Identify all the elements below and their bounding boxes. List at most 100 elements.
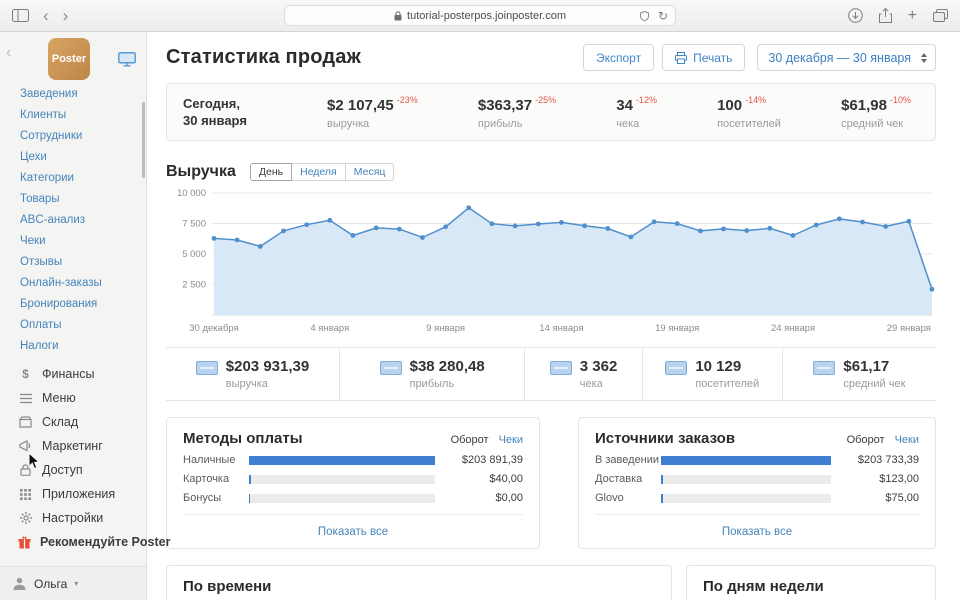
back-icon[interactable]: ‹ — [43, 6, 49, 25]
toggle-turnover[interactable]: Оборот — [450, 434, 489, 446]
sidebar-section-label: Финансы — [42, 367, 95, 381]
refresh-icon[interactable]: ↻ — [657, 8, 668, 23]
by-weekday-title: По дням недели — [703, 578, 824, 595]
today-stat-profit: $363,37 -25% прибыль — [477, 94, 557, 130]
show-all-payments-link[interactable]: Показать все — [317, 526, 389, 538]
sidebar-item-workshops[interactable]: Цехи — [20, 151, 47, 163]
sidebar-section-label: Склад — [42, 415, 79, 429]
bar-track — [661, 455, 831, 465]
payment-row-cash: Наличные $203 891,39 — [183, 454, 523, 466]
total-receipts: 3 362 чека — [524, 348, 641, 400]
menu-icon — [18, 393, 33, 404]
date-range-value: 30 декабря — 30 января — [768, 50, 911, 65]
box-icon — [18, 416, 33, 428]
forward-icon[interactable]: › — [62, 6, 69, 25]
delta-badge: -14% — [745, 94, 767, 105]
today-stat-average-check: $61,98 -10% средний чек — [841, 94, 911, 130]
sidebar-item-receipts[interactable]: Чеки — [20, 235, 46, 247]
sidebar-item-reviews[interactable]: Отзывы — [20, 256, 63, 268]
sidebar-section-label: Приложения — [42, 487, 116, 501]
bar-track — [661, 493, 831, 503]
sidebar-item-categories[interactable]: Категории — [20, 172, 74, 184]
sidebar-item-marketing[interactable]: Маркетинг — [0, 434, 146, 458]
collapse-sidebar-icon[interactable]: ‹ — [6, 44, 12, 61]
toggle-receipts[interactable]: Чеки — [498, 434, 523, 446]
address-bar[interactable]: tutorial-posterpos.joinposter.com ↻ — [284, 5, 676, 26]
payment-methods-title: Методы оплаты — [183, 430, 303, 447]
today-summary-card: Сегодня, 30 января $2 107,45 -23% выручка… — [166, 83, 936, 141]
sidebar-item-abc-analysis[interactable]: ABC-анализ — [20, 214, 86, 226]
gift-icon — [18, 535, 31, 549]
sidebar-sections: $ Финансы Меню Склад Маркетинг — [0, 362, 170, 554]
sidebar-item-settings[interactable]: Настройки — [0, 506, 146, 530]
source-row-inhouse: В заведении $203 733,39 — [595, 454, 919, 466]
page-title: Статистика продаж — [166, 46, 362, 68]
terminal-icon[interactable] — [118, 51, 136, 67]
sidebar-scrollbar[interactable] — [142, 102, 145, 178]
average-check-icon — [813, 361, 836, 375]
toggle-receipts[interactable]: Чеки — [894, 434, 919, 446]
gear-icon — [18, 512, 33, 524]
user-name: Ольга — [34, 576, 68, 591]
today-stat-revenue: $2 107,45 -23% выручка — [327, 94, 418, 130]
revenue-chart: 10 000 7 500 5 000 2 500 30 декабря 4 января 9… — [177, 188, 935, 334]
sidebar-item-reservations[interactable]: Бронирования — [20, 298, 98, 310]
sidebar-item-taxes[interactable]: Налоги — [20, 340, 59, 352]
bar-fill — [661, 474, 664, 484]
sidebar-item-clients[interactable]: Клиенты — [20, 109, 67, 121]
extension-icon[interactable] — [640, 10, 649, 21]
toggle-turnover[interactable]: Оборот — [846, 434, 885, 446]
share-icon[interactable] — [878, 8, 892, 23]
sidebar-section-label: Рекомендуйте Poster — [40, 535, 171, 549]
user-menu[interactable]: Ольга ▾ — [0, 566, 146, 600]
tab-week[interactable]: Неделя — [291, 163, 346, 181]
sidebar-item-finance[interactable]: $ Финансы — [0, 362, 146, 386]
bar-fill — [249, 493, 251, 503]
print-button[interactable]: Печать — [662, 44, 746, 71]
poster-logo[interactable]: Poster — [48, 38, 90, 80]
order-sources-card: Источники заказов Оборот Чеки В заведени… — [578, 417, 936, 549]
total-profit: $38 280,48 прибыль — [339, 348, 524, 400]
delta-badge: -12% — [635, 94, 657, 105]
bar-fill — [249, 455, 435, 465]
source-row-glovo: Glovo $75,00 — [595, 492, 919, 504]
receipts-icon — [549, 361, 572, 375]
svg-text:24 января: 24 января — [771, 323, 815, 334]
tabs-overview-icon[interactable] — [933, 9, 948, 22]
sidebar-item-access[interactable]: Доступ — [0, 458, 146, 482]
bar-track — [249, 474, 435, 484]
date-range-select[interactable]: 30 декабря — 30 января — [757, 44, 936, 71]
printer-icon — [675, 51, 688, 64]
sidebar-toggle-icon[interactable] — [12, 9, 29, 22]
payment-row-bonus: Бонусы $0,00 — [183, 492, 523, 504]
new-tab-icon[interactable]: + — [907, 6, 917, 24]
total-revenue: $203 931,39 выручка — [166, 348, 339, 400]
sidebar-item-employees[interactable]: Сотрудники — [20, 130, 83, 142]
payment-methods-card: Методы оплаты Оборот Чеки Наличные $203 … — [166, 417, 540, 549]
sidebar-item-recommend[interactable]: Рекомендуйте Poster — [0, 530, 170, 554]
period-tabs: День Неделя Месяц — [249, 163, 395, 181]
export-label: Экспорт — [596, 50, 642, 65]
lock-icon — [394, 10, 402, 21]
downloads-icon[interactable] — [847, 8, 863, 23]
sidebar-item-applications[interactable]: Приложения — [0, 482, 146, 506]
sidebar-item-venues[interactable]: Заведения — [20, 88, 78, 100]
chevron-down-icon: ▾ — [74, 579, 79, 588]
tab-day[interactable]: День — [249, 163, 293, 181]
sidebar-item-stock[interactable]: Склад — [0, 410, 146, 434]
browser-chrome: ‹ › tutorial-posterpos.joinposter.com ↻ … — [0, 0, 960, 32]
delta-badge: -10% — [889, 94, 911, 105]
svg-text:19 января: 19 января — [655, 323, 699, 334]
lock-icon — [18, 464, 33, 476]
sidebar-nav: Заведения Клиенты Сотрудники Цехи Катего… — [0, 84, 146, 357]
sidebar-item-payments[interactable]: Оплаты — [20, 319, 62, 331]
sidebar-item-menu[interactable]: Меню — [0, 386, 146, 410]
tab-month[interactable]: Месяц — [344, 163, 395, 181]
show-all-sources-link[interactable]: Показать все — [721, 526, 793, 538]
sidebar-section-label: Доступ — [42, 463, 83, 477]
delta-badge: -25% — [535, 94, 557, 105]
export-button[interactable]: Экспорт — [583, 44, 655, 71]
sidebar-item-products[interactable]: Товары — [20, 193, 60, 205]
sidebar-item-online-orders[interactable]: Онлайн-заказы — [20, 277, 102, 289]
by-time-title: По времени — [183, 578, 272, 595]
